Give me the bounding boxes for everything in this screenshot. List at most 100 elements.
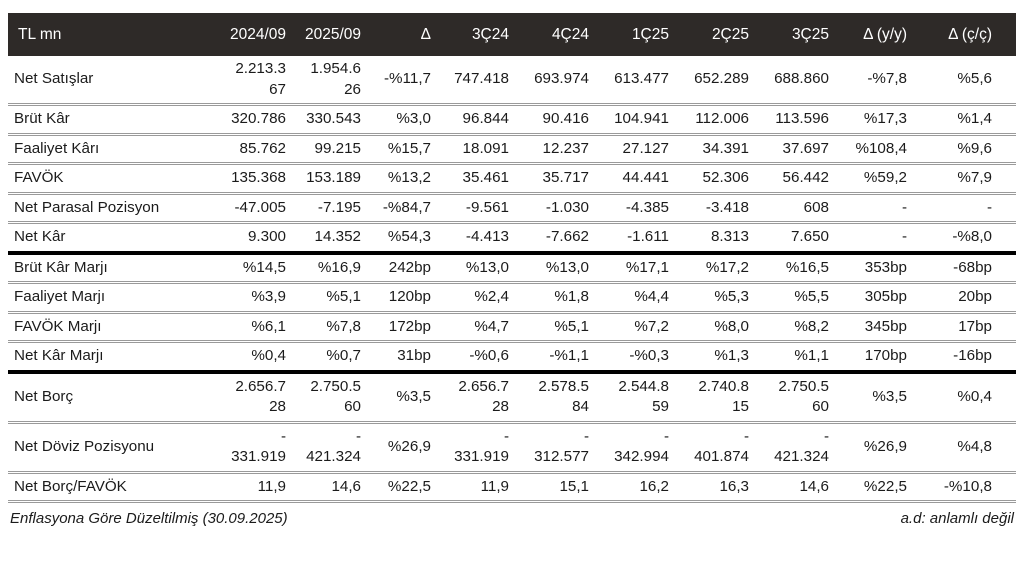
cell: 44.441 [622,169,669,187]
cell: %16,5 [785,258,829,276]
cell: %7,9 [957,169,992,187]
row-label: Net Kâr Marjı [14,347,104,365]
cell: 16,2 [639,477,669,495]
cell: - [986,198,992,216]
row-label: Faaliyet Marjı [14,288,106,306]
cell: %16,9 [317,258,361,276]
cell: %13,2 [387,169,431,187]
cell: 14.352 [314,228,361,246]
cell: -9.561 [465,198,509,216]
cell: 7.650 [790,228,829,246]
cell: 56.442 [782,169,829,187]
cell: 305bp [864,288,907,306]
cell: %5,1 [326,288,361,306]
cell: -68bp [953,258,992,276]
cell: %54,3 [387,228,431,246]
cell: %1,4 [957,110,992,128]
table-row: Net Borç 2.656.7 28 2.750.5 60 %3,5 2.65… [8,372,1016,423]
cell: %3,0 [396,110,431,128]
cell: -16bp [953,347,992,365]
row-label: Net Kâr [14,228,66,246]
cell: 170bp [864,347,907,365]
cell: %5,6 [957,70,992,88]
cell: %1,8 [554,288,589,306]
cell: - [901,228,907,246]
cell: %13,0 [545,258,589,276]
cell: %1,3 [714,347,749,365]
cell: 14,6 [799,477,829,495]
cell: 35.717 [542,169,589,187]
cell: %3,5 [872,387,907,405]
table-row: Net Kâr Marjı %0,4 %0,7 31bp -%0,6 -%1,1… [8,342,1016,372]
cell: %17,3 [863,110,907,128]
cell: 242bp [388,258,431,276]
cell: %17,1 [625,258,669,276]
column-header-4c24: 4Ç24 [509,13,589,56]
cell: 112.006 [695,110,749,128]
cell: %22,5 [863,477,907,495]
cell: 688.860 [774,70,829,88]
cell: 37.697 [782,139,829,157]
table-row: FAVÖK Marjı %6,1 %7,8 172bp %4,7 %5,1 %7… [8,312,1016,342]
cell: 20bp [958,288,992,306]
cell: 85.762 [239,139,286,157]
cell: 2.750.5 60 [310,377,361,416]
cell: %22,5 [387,477,431,495]
row-label: Net Döviz Pozisyonu [14,437,155,455]
cell: -4.413 [465,228,509,246]
cell: 90.416 [542,110,589,128]
cell: %13,0 [465,258,509,276]
cell: 113.596 [775,110,829,128]
table-row: Faaliyet Kârı 85.762 99.215 %15,7 18.091… [8,134,1016,164]
cell: 172bp [388,317,431,335]
cell: 613.477 [614,70,669,88]
table-row: Faaliyet Marjı %3,9 %5,1 120bp %2,4 %1,8… [8,283,1016,313]
cell: 35.461 [462,169,509,187]
cell: 11,9 [480,477,509,495]
row-label: Faaliyet Kârı [14,139,100,157]
cell: 320.786 [231,110,286,128]
financial-summary-page: TL mn 2024/09 2025/09 Δ 3Ç24 4Ç24 1Ç25 2… [8,13,1016,527]
cell: 2.656.7 28 [458,377,509,416]
row-label: Net Borç [14,387,74,405]
column-header-2024-09: 2024/09 [200,13,286,56]
table-row: Net Döviz Pozisyonu - 331.919 - 421.324 … [8,422,1016,473]
cell: %5,3 [714,288,749,306]
cell: %8,2 [794,317,829,335]
cell: %108,4 [855,139,907,157]
cell: 2.544.8 59 [618,377,669,416]
financials-table: TL mn 2024/09 2025/09 Δ 3Ç24 4Ç24 1Ç25 2… [8,13,1016,503]
cell: %0,4 [957,387,992,405]
cell: 120bp [388,288,431,306]
cell: 14,6 [331,477,361,495]
cell: -4.385 [625,198,669,216]
cell: %7,2 [634,317,669,335]
table-row: Net Parasal Pozisyon -47.005 -7.195 -%84… [8,193,1016,223]
cell: 11,9 [257,477,286,495]
cell: - 342.994 [614,427,669,466]
cell: 1.954.6 26 [310,60,361,98]
cell: %14,5 [242,258,286,276]
column-header-delta-yoy: Δ (y/y) [829,13,907,56]
cell: 104.941 [614,110,669,128]
table-body: Net Satışlar 2.213.3 67 1.954.6 26 -%11,… [8,56,1016,502]
table-row: FAVÖK 135.368 153.189 %13,2 35.461 35.71… [8,164,1016,194]
cell: %5,1 [554,317,589,335]
cell: %2,4 [474,288,509,306]
cell: 8.313 [710,228,749,246]
cell: 353bp [864,258,907,276]
column-header-1c25: 1Ç25 [589,13,669,56]
column-header-3c24: 3Ç24 [431,13,509,56]
cell: %3,5 [396,387,431,405]
cell: 608 [803,198,829,216]
cell: 18.091 [462,139,509,157]
cell: %59,2 [863,169,907,187]
cell: -%84,7 [382,198,431,216]
column-header-delta-qoq: Δ (ç/ç) [907,13,1016,56]
cell: 96.844 [462,110,509,128]
cell: 2.750.5 60 [778,377,829,416]
cell: - [901,198,907,216]
table-footer: Enflasyona Göre Düzeltilmiş (30.09.2025)… [8,503,1016,527]
cell: 12.237 [542,139,589,157]
cell: %26,9 [387,437,431,455]
